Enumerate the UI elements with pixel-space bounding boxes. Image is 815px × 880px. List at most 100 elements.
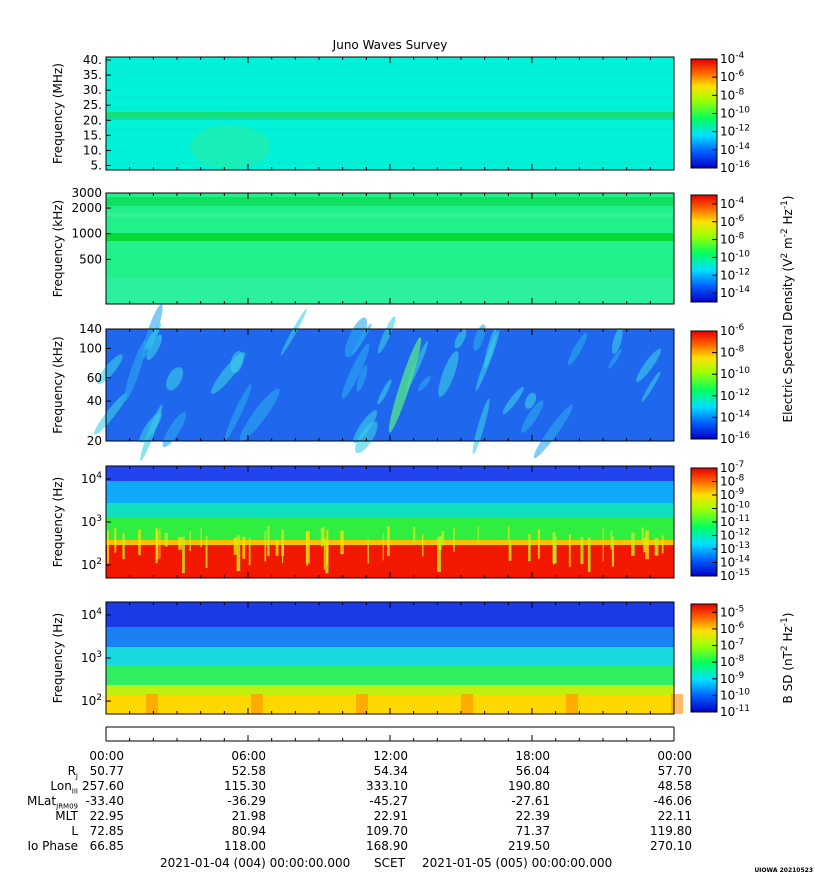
y-tick-label: 30.	[83, 83, 102, 97]
colorbar-tick-label: 10-10	[720, 106, 750, 121]
ephemeris-row-label: LonIII	[50, 779, 78, 796]
colorbar-tick-label: 10-5	[720, 604, 744, 619]
y-tick-label: 103	[81, 650, 102, 665]
ephemeris-value: 257.60	[82, 779, 124, 793]
ephemeris-value: -46.06	[653, 794, 692, 808]
figure-title: Juno Waves Survey	[332, 38, 448, 52]
y-tick-label: 20	[87, 434, 102, 448]
y-tick-label: 20.	[83, 113, 102, 127]
ephemeris-value: 118.00	[224, 839, 266, 853]
ephemeris-value: 56.04	[515, 764, 550, 778]
footer-start-time: 2021-01-04 (004) 00:00:00.000	[160, 856, 351, 870]
colorbar-tick-label: 10-14	[720, 285, 750, 300]
ephemeris-value: -27.61	[511, 794, 550, 808]
time-label: 12:00	[373, 749, 408, 763]
y-tick-label: 10.	[83, 143, 102, 157]
y-tick-label: 3000	[71, 186, 102, 200]
colorbar-tick-label: 10-14	[720, 409, 750, 424]
ephemeris-value: 72.85	[89, 824, 124, 838]
ephemeris-value: 48.58	[657, 779, 692, 793]
y-tick-label: 100	[79, 341, 102, 355]
y-tick-label: 104	[81, 471, 102, 486]
colorbar-tick-label: 10-6	[720, 214, 745, 229]
version-stamp: UIOWA 20210523	[754, 867, 813, 874]
spectrogram-texture	[106, 627, 683, 714]
ephemeris-value: 168.90	[366, 839, 408, 853]
colorbar-5	[690, 603, 718, 713]
y-tick-label: 35.	[83, 68, 102, 82]
colorbar-tick-label: 10-11	[720, 704, 750, 719]
colorbar-tick-label: 10-10	[720, 366, 750, 381]
spectrogram-panel-5: 102 103 104 Frequency (Hz) 10-5 10-6 10-710-8 1…	[51, 601, 750, 719]
time-label: 00:00	[89, 749, 124, 763]
ephemeris-value: 190.80	[508, 779, 550, 793]
ephemeris-value: 22.91	[373, 809, 408, 823]
y-axis-label: Frequency (kHz)	[51, 200, 65, 297]
colorbar-label-magnetic: B SD (nT2 Hz-1)	[780, 613, 795, 704]
ephemeris-row: L 72.85 80.94 109.70 71.37 119.80	[0, 824, 700, 839]
colorbar-tick-label: 10-16	[720, 431, 750, 446]
colorbar-3	[690, 330, 718, 440]
y-tick-label: 1000	[71, 227, 102, 241]
footer-end-time: 2021-01-05 (005) 00:00:00.000	[422, 856, 613, 870]
spectrogram-panel-3: 20 40 60 100 140 Frequency (kHz) 10-6 10-8 10-10…	[51, 304, 750, 461]
ephemeris-value: 219.50	[508, 839, 550, 853]
colorbar-tick-label: 10-16	[720, 160, 750, 175]
ephemeris-value: -36.29	[227, 794, 266, 808]
colorbar-tick-label: 10-9	[720, 671, 745, 686]
ephemeris-row-label: RJ	[67, 764, 78, 781]
ephemeris-value: 22.95	[89, 809, 124, 823]
ephemeris-table: 00:00 06:00 12:00 18:00 00:00 RJ 50.77 52.58 54.…	[0, 749, 700, 859]
colorbar-tick-label: 10-8	[720, 232, 745, 247]
ephemeris-value: 71.37	[515, 824, 550, 838]
y-tick-label: 60	[87, 371, 102, 385]
time-label: 00:00	[657, 749, 692, 763]
colorbar-tick-label: 10-8	[720, 654, 745, 669]
colorbar-tick-label: 10-14	[720, 142, 750, 157]
time-label-row: 00:00 06:00 12:00 18:00 00:00	[0, 749, 700, 764]
ephemeris-value: 119.80	[650, 824, 692, 838]
y-tick-label: 40	[87, 394, 102, 408]
ephemeris-value: 333.10	[366, 779, 408, 793]
y-axis-label: Frequency (Hz)	[51, 613, 65, 704]
ephemeris-row-label: MLT	[55, 809, 78, 823]
colorbar-tick-label: 10-12	[720, 388, 750, 403]
colorbar-tick-label: 10-15	[720, 568, 750, 583]
y-tick-label: 104	[81, 607, 102, 622]
ephemeris-value: 115.30	[224, 779, 266, 793]
ephemeris-row: RJ 50.77 52.58 54.34 56.04 57.70	[0, 764, 700, 780]
ephemeris-value: 57.70	[657, 764, 692, 778]
y-tick-label: 102	[81, 693, 102, 708]
ephemeris-row: LonIII 257.60 115.30 333.10 190.80 48.58	[0, 779, 700, 795]
ephemeris-row: Io Phase 66.85 118.00 168.90 219.50 270.10	[0, 839, 700, 854]
colorbar-tick-label: 10-8	[720, 345, 745, 360]
y-axis-label: Frequency (Hz)	[51, 477, 65, 568]
spectrogram-texture	[106, 481, 675, 578]
y-tick-label: 40.	[83, 53, 102, 67]
ephemeris-row: MLatJRM09 -33.40 -36.29 -45.27 -27.61 -46.06	[0, 794, 700, 810]
colorbar-tick-label: 10-10	[720, 249, 750, 264]
ephemeris-value: -33.40	[85, 794, 124, 808]
ephemeris-value: 21.98	[231, 809, 266, 823]
colorbar-2	[690, 194, 718, 303]
spectrogram-panel-1: 5.10.15.20.25.30.35.40. Frequency (MHz) 10…	[51, 51, 750, 175]
footer-scet-label: SCET	[374, 856, 405, 870]
y-axis-label: Frequency (kHz)	[51, 336, 65, 433]
ephemeris-value: 54.34	[373, 764, 408, 778]
y-tick-label: 15.	[83, 128, 102, 142]
ephemeris-row-label: L	[71, 824, 78, 838]
colorbar-tick-label: 10-6	[720, 323, 745, 338]
y-tick-label: 102	[81, 557, 102, 572]
ephemeris-value: 50.77	[89, 764, 124, 778]
colorbar-tick-label: 10-7	[720, 638, 744, 653]
time-label: 06:00	[231, 749, 266, 763]
colorbar-tick-label: 10-12	[720, 124, 750, 139]
y-tick-label: 5.	[91, 158, 102, 172]
time-label: 18:00	[515, 749, 550, 763]
ephemeris-value: 80.94	[231, 824, 266, 838]
y-tick-label: 25.	[83, 98, 102, 112]
ephemeris-value: 22.11	[657, 809, 692, 823]
